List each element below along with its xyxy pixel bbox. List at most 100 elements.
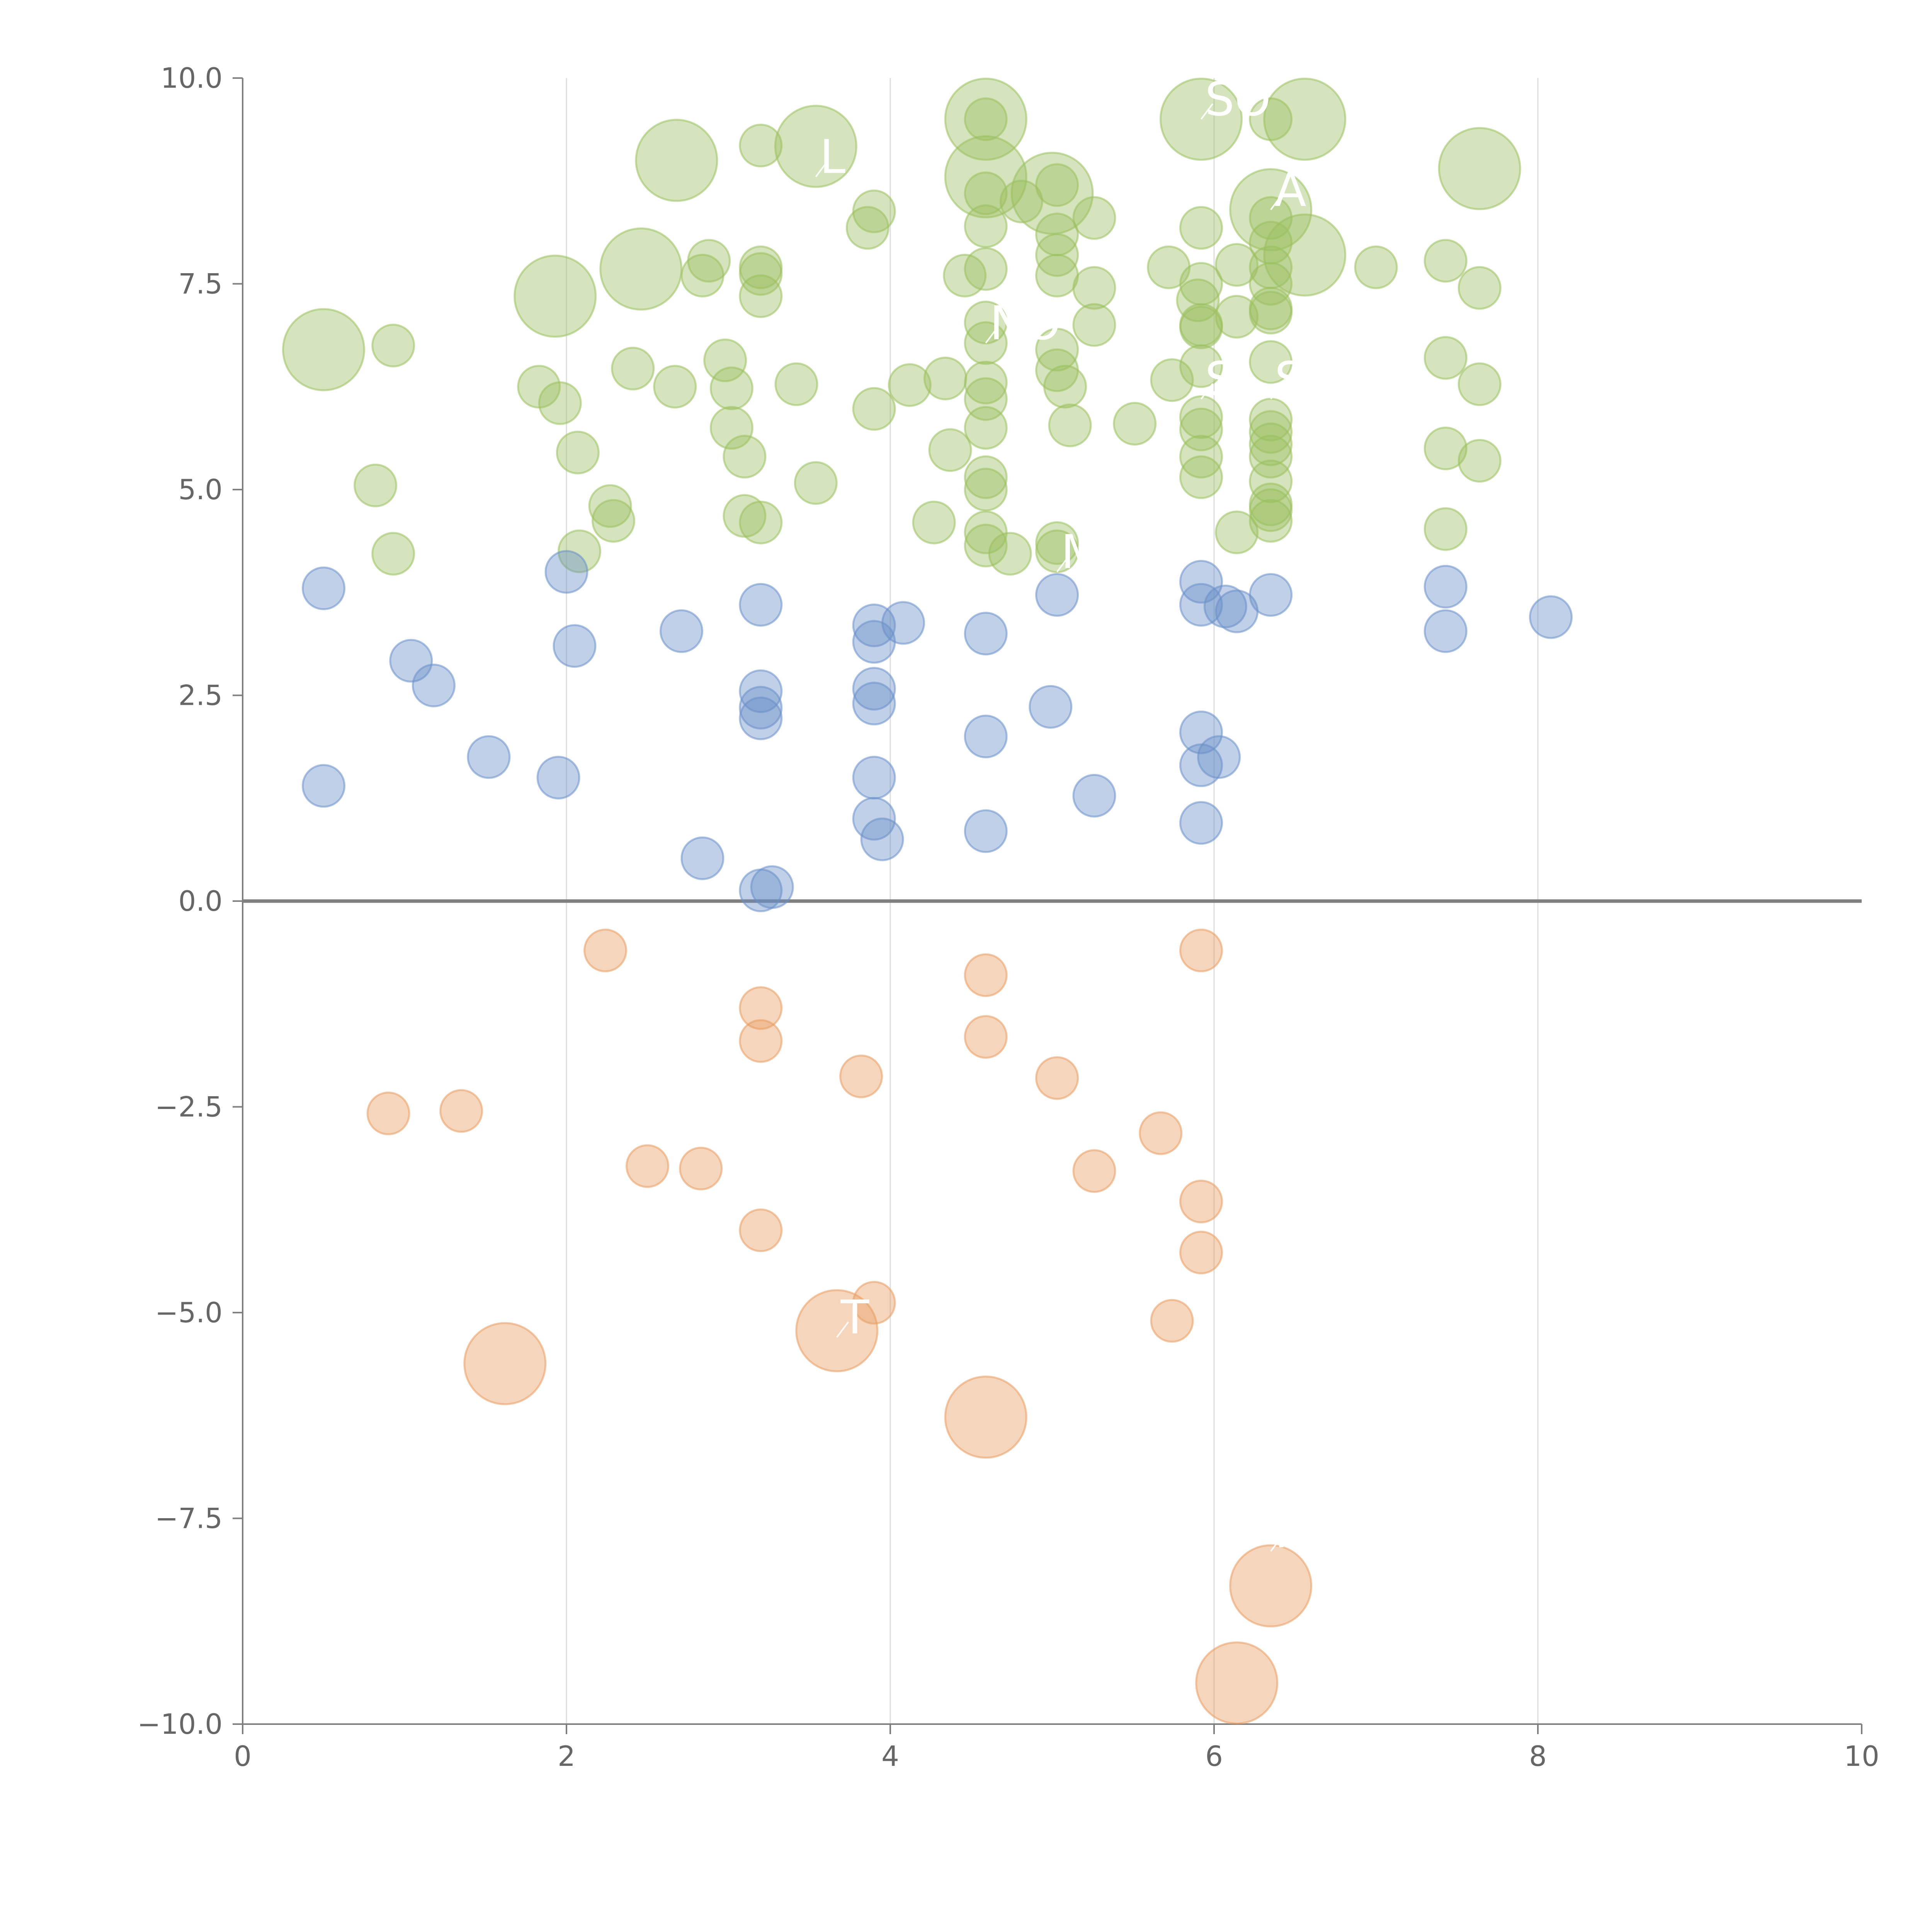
data-point-low [1179,583,1223,627]
data-point-high [794,461,838,505]
label-leader-line [1270,383,1283,400]
y-tick-label: 2.5 [178,679,223,712]
x-tick-label: 2 [558,1740,575,1772]
data-point-high [1179,206,1223,250]
data-point-low [1072,774,1116,818]
data-point-low [553,624,597,668]
data-point-negative [1195,1641,1279,1725]
data-point-high [1423,507,1468,551]
data-point-high [1215,243,1259,287]
label-leader-line [836,1321,849,1338]
data-point-negative [626,1144,669,1188]
data-point-low [750,865,794,909]
data-point-negative [795,1289,879,1372]
data-point-negative [852,1281,896,1325]
data-point-high [964,455,1008,499]
data-point-high [1458,266,1502,310]
x-tick-label: 8 [1529,1740,1547,1772]
data-point-high [282,308,365,391]
data-point-high [845,206,889,250]
data-point-negative [944,1376,1027,1459]
data-point-high [1438,127,1521,210]
data-point-high [556,430,600,474]
x-tick-label: 4 [881,1740,899,1772]
data-point-high [1048,403,1092,447]
data-point-low [1035,573,1079,617]
data-point-high [739,500,783,544]
data-point-high [1249,499,1293,543]
data-point-high [1263,213,1347,297]
data-point-high [1423,427,1468,470]
data-point-high [538,381,582,425]
y-tick-label: 5.0 [178,473,223,506]
data-point-low [739,696,783,740]
data-point-high [1035,163,1079,207]
data-point-low [1179,801,1223,845]
data-point-negative [439,1089,483,1133]
data-point-high [635,119,718,202]
data-point-negative [366,1092,410,1136]
data-point-high [964,468,1008,512]
data-point-high [1072,196,1116,240]
data-point-high [1354,245,1398,289]
data-point-high [739,245,783,289]
data-point-high [653,365,697,409]
data-point-low [1197,735,1241,779]
data-point-low [1179,710,1223,754]
data-point-high [1179,395,1223,439]
data-point-negative [739,986,783,1030]
x-tick-label: 6 [1205,1740,1223,1772]
data-point-high [852,387,896,431]
point-label: M [1275,1505,1315,1559]
data-point-high [928,428,972,472]
data-point-high [1458,439,1502,483]
data-point-high [1249,488,1293,532]
data-point-low [852,756,896,799]
data-point-high [1249,196,1293,240]
data-point-low [389,639,433,683]
data-point-high [1035,529,1079,573]
data-point-negative [739,1019,783,1063]
y-tick-label: −7.5 [155,1502,223,1535]
y-tick-label: 10.0 [161,62,223,94]
point-label: I [1483,73,1497,127]
data-point-low [852,667,896,711]
x-tick-label: 10 [1844,1740,1879,1772]
point-label: T [840,1291,869,1345]
y-tick-label: 0.0 [178,885,223,917]
data-point-high [1423,336,1468,380]
data-point-high [588,484,632,528]
data-point-high [923,356,967,400]
data-point-high [739,124,783,168]
data-point-high [611,347,655,391]
data-point-low [739,685,783,730]
data-point-low [544,550,588,594]
data-point-low [302,764,345,808]
data-point-high [723,435,767,479]
data-point-high [709,406,753,450]
data-point-low [1029,685,1073,729]
data-point-high [1249,435,1293,479]
data-point-low [302,566,345,611]
x-tick-label: 0 [234,1740,252,1772]
data-point-high [703,338,747,383]
data-point-negative [583,929,628,973]
y-tick-label: −5.0 [155,1296,223,1329]
data-point-high [1423,239,1468,283]
data-point-low [1423,609,1468,653]
label-leader-line [815,161,828,177]
point-label: SI [1205,353,1248,406]
data-point-low [1203,584,1247,628]
point-label: L [820,131,845,184]
data-point-negative [1150,1299,1194,1343]
data-point-low [881,601,925,645]
data-point-high [1249,422,1293,466]
point-labels: SOA NO SI SI M I L T M [815,73,1497,1559]
point-label: A [1275,163,1306,217]
label-leader-line [1056,556,1070,573]
data-point-high [1249,291,1293,335]
data-point-high [1072,266,1116,310]
data-point-low [739,669,783,713]
data-point-high [1150,358,1194,402]
data-point-high [964,406,1008,450]
